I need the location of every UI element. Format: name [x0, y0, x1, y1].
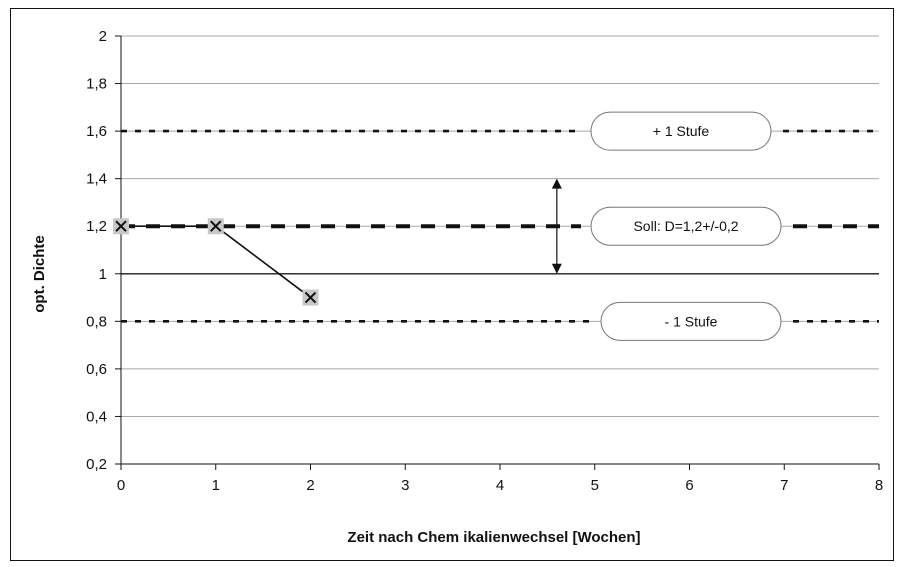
data-point-cross [304, 291, 317, 304]
y-tick-label: 0,4 [86, 408, 107, 425]
y-tick-label: 0,2 [86, 456, 107, 473]
chart-frame: 0,2 0,4 0,6 0,8 1 1,2 1,4 1,6 1,8 2 0 1 2 3 4 5 6 7 8 + 1 … [10, 8, 894, 561]
y-tick-label: 1,4 [86, 171, 107, 188]
x-tick-label: 5 [591, 477, 599, 494]
callout-box [600, 301, 782, 341]
callout-label: + 1 Stufe [653, 123, 710, 139]
chart: 0,2 0,4 0,6 0,8 1 1,2 1,4 1,6 1,8 2 0 1 2 3 4 5 6 7 8 + 1 … [31, 28, 883, 546]
data-point-cross [210, 220, 222, 232]
x-tick-label: 8 [875, 477, 883, 494]
range-arrow-head-up [551, 178, 562, 189]
annotations: + 1 Stufe Soll: D=1,2+/-0,2 - 1 Stufe [551, 111, 782, 341]
y-tick-label: 0,8 [86, 313, 107, 330]
data-point [302, 289, 319, 306]
callout-label: - 1 Stufe [665, 313, 718, 329]
y-axis-label: opt. Dichte [31, 235, 48, 313]
y-tick-label: 2 [99, 28, 107, 45]
x-tick-label: 3 [401, 477, 409, 494]
data-point [207, 218, 224, 235]
callout-box [590, 206, 782, 246]
x-tick-label: 1 [212, 477, 220, 494]
data-point [113, 218, 129, 235]
x-tick-label: 0 [117, 477, 125, 494]
x-tick-label: 2 [306, 477, 314, 494]
x-tick-label: 4 [496, 477, 504, 494]
y-tick-label: 0,6 [86, 361, 107, 378]
y-tick-label: 1,8 [86, 76, 107, 93]
grid-lines [121, 35, 879, 465]
x-tick-label: 6 [685, 477, 693, 494]
range-arrow-head-down [551, 263, 562, 274]
x-axis-label: Zeit nach Chem ikalienwechsel [Wochen] [347, 529, 640, 546]
callout-label: Soll: D=1,2+/-0,2 [633, 218, 738, 234]
y-tick-label: 1,6 [86, 123, 107, 140]
axes: 0,2 0,4 0,6 0,8 1 1,2 1,4 1,6 1,8 2 0 1 2 3 4 5 6 7 8 [86, 28, 883, 494]
y-tick-label: 1 [99, 266, 107, 283]
data-series [113, 218, 319, 306]
series-line [121, 225, 311, 299]
data-point-cross [115, 220, 127, 232]
y-tick-label: 1,2 [86, 218, 107, 235]
x-tick-label: 7 [780, 477, 788, 494]
callout-box [590, 111, 772, 151]
